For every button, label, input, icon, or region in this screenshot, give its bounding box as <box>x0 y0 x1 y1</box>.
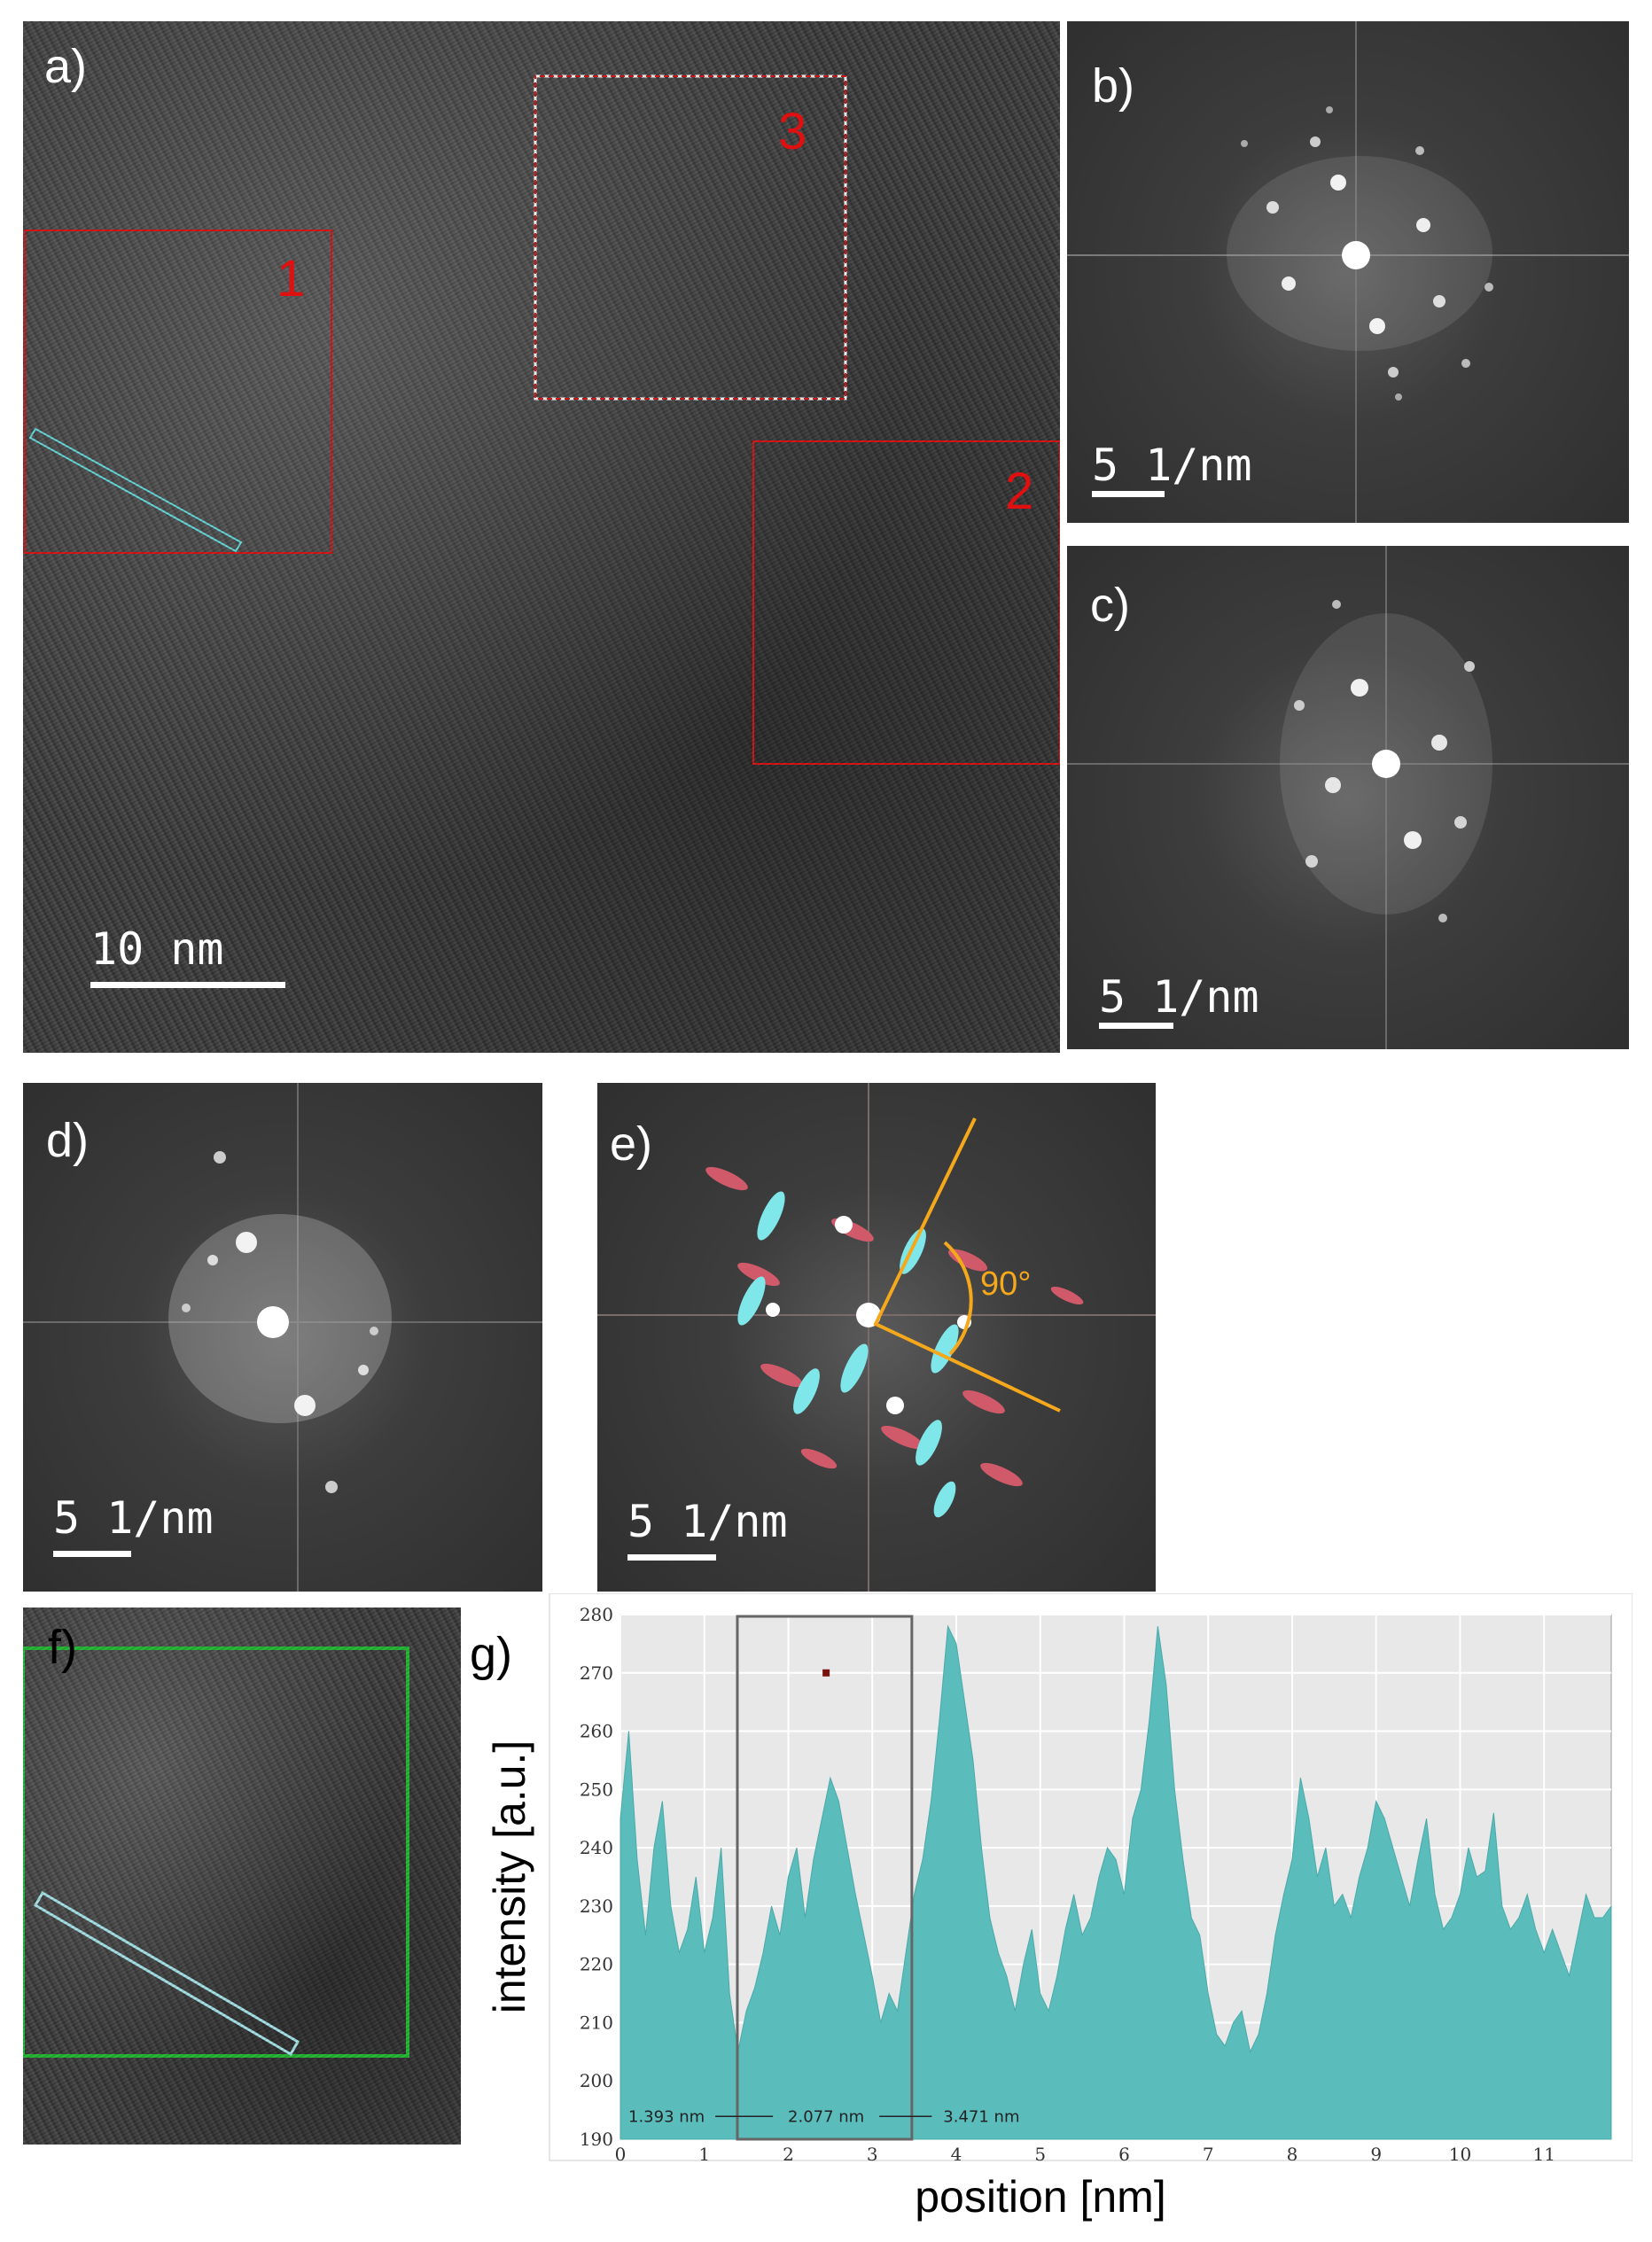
y-tick-label: 230 <box>580 1896 613 1917</box>
area-layer <box>620 1624 1612 2140</box>
x-tick-label: 10 <box>1449 2144 1471 2165</box>
y-tick-label: 260 <box>580 1721 613 1742</box>
line-profile-box-a <box>28 427 243 553</box>
panel-c-label: c) <box>1090 579 1130 632</box>
panel-f-overlays <box>23 1646 409 2058</box>
panel-e-fft-pattern <box>597 1083 1156 1592</box>
overlay-layer: 1.393 nm 2.077 nm 3.471 nm <box>628 1615 1020 2141</box>
panel-a-label: a) <box>44 40 88 93</box>
panel-b-fft: b) 5 1/nm <box>1067 21 1629 523</box>
angle-arc <box>943 1241 973 1356</box>
panel-e-scalebar-label: 5 1/nm <box>627 1496 788 1547</box>
angle-label: 90° <box>980 1265 1032 1303</box>
measurement-label: 2.077 nm <box>788 2107 864 2126</box>
y-axis-title: intensity [a.u.] <box>485 1740 534 2014</box>
green-crop-box <box>23 1646 409 2058</box>
panel-c-fft-pattern <box>1067 546 1629 1049</box>
panel-d-fft-pattern <box>23 1083 542 1592</box>
line-profile-box-f <box>33 1890 300 2057</box>
panel-d-scalebar <box>53 1551 131 1557</box>
panel-g-label: g) <box>470 1628 513 1681</box>
panel-c-scalebar <box>1099 1023 1173 1029</box>
grid-layer <box>620 1614 1611 2140</box>
panel-b-scalebar-label: 5 1/nm <box>1092 440 1252 491</box>
panel-b-fft-pattern <box>1067 21 1629 523</box>
panel-f-label: f) <box>48 1621 77 1674</box>
x-tick-label: 2 <box>783 2144 794 2165</box>
roi-1-number: 1 <box>277 250 306 307</box>
x-tick-label: 3 <box>867 2144 878 2165</box>
selection-box <box>736 1615 914 2141</box>
panel-a-hrtem-image: a) 1 3 2 10 nm <box>23 21 1060 1053</box>
roi-2-number: 2 <box>1005 463 1034 520</box>
x-tick-label: 5 <box>1034 2144 1046 2165</box>
x-tick-label: 9 <box>1370 2144 1382 2165</box>
panel-b-label: b) <box>1092 59 1135 113</box>
tick-layer: 0 1 2 3 4 5 6 7 8 9 10 11 190 200 210 220 230 240 250 260 27… <box>580 1604 1555 2165</box>
intensity-profile-area <box>620 1624 1612 2140</box>
cyan-fft-spots <box>737 1191 959 1518</box>
panel-d-label: d) <box>46 1114 90 1167</box>
red-fft-spots <box>705 1166 1084 1487</box>
y-tick-label: 210 <box>580 2012 613 2033</box>
panel-e-scalebar <box>627 1554 716 1561</box>
x-tick-label: 8 <box>1287 2144 1298 2165</box>
panel-a-scalebar <box>90 982 285 988</box>
roi-3-number: 3 <box>778 103 807 160</box>
white-fft-spots <box>766 1216 971 1414</box>
panel-c-scalebar-label: 5 1/nm <box>1099 971 1259 1023</box>
x-tick-label: 1 <box>698 2144 710 2165</box>
panel-a-scalebar-label: 10 nm <box>90 923 224 975</box>
panel-b-scalebar <box>1092 491 1165 497</box>
panel-a-overlays <box>24 74 1060 765</box>
x-tick-label: 11 <box>1532 2144 1555 2165</box>
x-tick-label: 0 <box>615 2144 627 2165</box>
panel-d-scalebar-label: 5 1/nm <box>53 1492 214 1544</box>
y-tick-label: 250 <box>580 1779 613 1800</box>
measurement-label: 3.471 nm <box>943 2107 1019 2126</box>
panel-f-zoomed-hrtem: f) <box>23 1608 461 2145</box>
cursor-marker <box>822 1669 830 1677</box>
profile-chart-svg: 1.393 nm 2.077 nm 3.471 nm 0 1 2 3 4 5 6 7 8 9 10 11 1… <box>485 1593 1633 2222</box>
x-tick-label: 7 <box>1203 2144 1214 2165</box>
panel-c-fft: c) 5 1/nm <box>1067 546 1629 1049</box>
panel-g-intensity-profile: g) 1.393 nm 2.077 nm 3.471 nm 0 1 2 3 4 5 6 7 8 9 10… <box>470 1593 1633 2228</box>
angle-lines <box>873 1117 1061 1413</box>
panel-d-fft: d) 5 1/nm <box>23 1083 542 1592</box>
y-tick-label: 190 <box>580 2129 613 2150</box>
x-axis-title: position [nm] <box>915 2172 1165 2222</box>
y-tick-label: 220 <box>580 1954 613 1975</box>
panel-e-overlay-fft: e) 90° 5 1/nm <box>597 1083 1156 1592</box>
x-tick-label: 6 <box>1118 2144 1130 2165</box>
x-tick-label: 4 <box>951 2144 962 2165</box>
y-tick-label: 280 <box>580 1604 613 1625</box>
y-tick-label: 270 <box>580 1662 613 1684</box>
panel-e-label: e) <box>610 1117 653 1171</box>
y-tick-label: 240 <box>580 1837 613 1858</box>
measurement-label: 1.393 nm <box>628 2107 705 2126</box>
y-tick-label: 200 <box>580 2070 613 2091</box>
